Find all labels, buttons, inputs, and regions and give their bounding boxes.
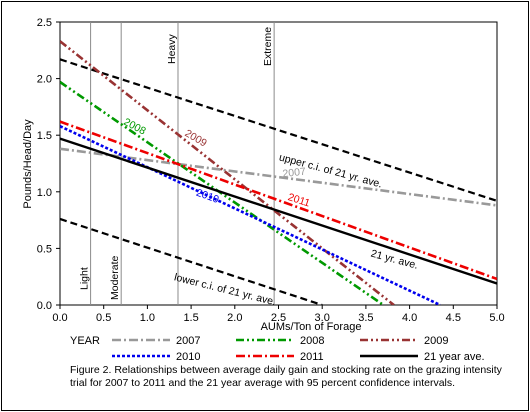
legend: YEAR 2007 2008 2009 2010 2011 21 year ave. bbox=[70, 335, 485, 363]
legend-item-2007: 2007 bbox=[112, 335, 200, 347]
x-tick-label: 5.0 bbox=[489, 312, 504, 324]
legend-item-2009: 2009 bbox=[360, 335, 448, 347]
y-tick-label: 1.0 bbox=[37, 187, 52, 199]
x-tick-label: 3.0 bbox=[315, 312, 330, 324]
x-tick-label: 1.0 bbox=[140, 312, 155, 324]
x-tick-label: 0.5 bbox=[96, 312, 111, 324]
legend-item-2008: 2008 bbox=[236, 335, 324, 347]
x-tick-label: 2.5 bbox=[271, 312, 286, 324]
y-tick-label: 2.0 bbox=[37, 74, 52, 86]
x-tick-label: 4.0 bbox=[402, 312, 417, 324]
legend-title: YEAR bbox=[70, 335, 100, 347]
legend-label: 2007 bbox=[176, 335, 200, 347]
intensity-lines: Light Moderate Heavy Extreme bbox=[79, 22, 275, 305]
legend-label: 2010 bbox=[176, 351, 200, 363]
y-tick-label: 2.5 bbox=[37, 17, 52, 29]
legend-label: 2009 bbox=[424, 335, 448, 347]
legend-label: 2011 bbox=[300, 351, 324, 363]
intensity-label-light: Light bbox=[79, 267, 91, 290]
y-axis-title: Pounds/Head/Day bbox=[22, 119, 34, 209]
series-line-2011 bbox=[60, 120, 497, 281]
x-tick-label: 3.5 bbox=[358, 312, 373, 324]
legend-item-2011: 2011 bbox=[236, 351, 324, 363]
series-line-2009 bbox=[60, 40, 395, 305]
caption: Figure 2. Relationships between average … bbox=[70, 364, 503, 389]
ticks: 0.0 0.5 1.0 1.5 2.0 2.5 3.0 3.5 4.0 4.5 5.0 0.0 0.5 1… bbox=[37, 17, 505, 324]
y-tick-label: 1.5 bbox=[37, 130, 52, 142]
y-tick-label: 0.0 bbox=[37, 300, 52, 312]
intensity-label-extreme: Extreme bbox=[262, 27, 274, 66]
x-tick-label: 0.0 bbox=[52, 312, 67, 324]
y-tick-label: 0.5 bbox=[37, 243, 52, 255]
ci-line-lower-c-i-of-21-yr-ave bbox=[60, 217, 323, 305]
x-axis-title: AUMs/Ton of Forage bbox=[261, 321, 362, 333]
annotation-2007: 2007 bbox=[282, 166, 307, 180]
x-tick-label: 4.5 bbox=[446, 312, 461, 324]
series-line-2008 bbox=[60, 80, 385, 305]
x-tick-label: 2.0 bbox=[227, 312, 242, 324]
caption-line-2: trial for 2007 to 2011 and the 21 year a… bbox=[70, 377, 455, 389]
legend-item-21-year-ave: 21 year ave. bbox=[360, 351, 485, 363]
series-line-2010 bbox=[60, 124, 441, 305]
series-layer bbox=[60, 40, 497, 305]
caption-line-1: Figure 2. Relationships between average … bbox=[70, 364, 503, 376]
series-line-2007 bbox=[60, 147, 497, 207]
intensity-label-heavy: Heavy bbox=[166, 33, 178, 64]
legend-item-2010: 2010 bbox=[112, 351, 200, 363]
legend-label: 21 year ave. bbox=[424, 351, 485, 363]
intensity-label-moderate: Moderate bbox=[109, 255, 121, 300]
legend-label: 2008 bbox=[300, 335, 324, 347]
series-line-21-year-ave bbox=[60, 137, 497, 285]
x-tick-label: 1.5 bbox=[183, 312, 198, 324]
